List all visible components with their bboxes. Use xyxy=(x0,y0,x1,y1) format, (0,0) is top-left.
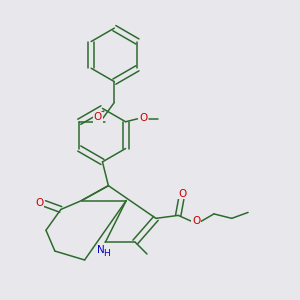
Text: N: N xyxy=(97,244,105,255)
Text: O: O xyxy=(178,189,186,199)
Text: O: O xyxy=(192,216,200,226)
Text: O: O xyxy=(139,113,148,123)
Text: O: O xyxy=(35,198,43,208)
Text: H: H xyxy=(103,249,110,258)
Text: O: O xyxy=(94,112,102,122)
